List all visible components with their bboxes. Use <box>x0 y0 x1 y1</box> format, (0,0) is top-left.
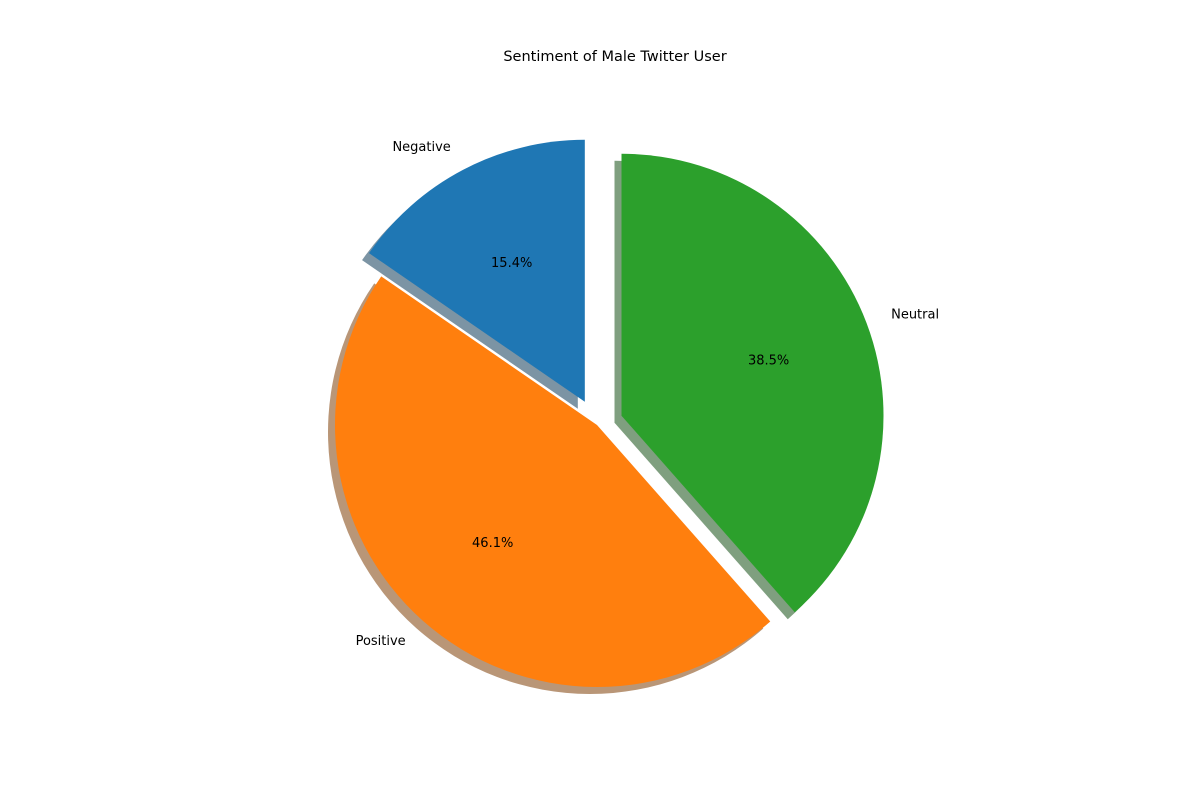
slice-percent-neutral: 38.5% <box>748 354 789 369</box>
slice-label-positive: Positive <box>356 634 406 649</box>
chart-title: Sentiment of Male Twitter User <box>503 49 726 65</box>
pie-slice-negative <box>369 139 585 402</box>
pie-slice-neutral <box>621 153 884 613</box>
slice-percent-positive: 46.1% <box>472 536 513 551</box>
slice-labels: Negative 15.4% Positive 46.1% Neutral 38.5% <box>356 140 940 649</box>
slice-percent-negative: 15.4% <box>491 256 532 271</box>
slice-label-neutral: Neutral <box>891 307 939 322</box>
slice-label-negative: Negative <box>392 140 450 155</box>
pie-slice-positive <box>335 276 771 687</box>
pie-slices <box>335 139 884 687</box>
